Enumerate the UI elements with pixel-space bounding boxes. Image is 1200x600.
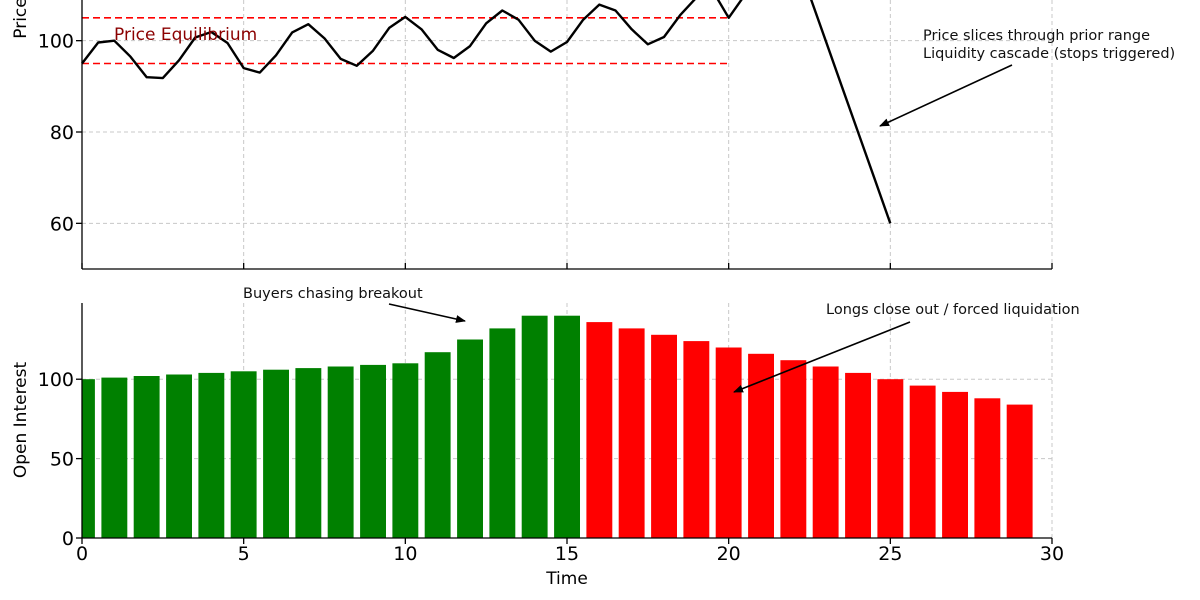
price-y-ticks: 60 80 100 — [38, 31, 82, 235]
open-interest-bar — [327, 366, 354, 538]
open-interest-panel: 0 50 100 0 5 10 15 20 25 30 Open Interest Time B… — [11, 286, 1080, 589]
open-interest-bar — [651, 334, 677, 538]
price-annotation-line2: Liquidity cascade (stops triggered) — [923, 46, 1175, 62]
price-y-tick-label: 100 — [38, 31, 74, 53]
price-equilibrium-label: Price Equilibrium — [114, 25, 257, 45]
open-interest-bar — [974, 398, 1001, 538]
open-interest-bar — [1006, 404, 1033, 538]
price-series-line — [81, 0, 892, 224]
open-interest-bar — [683, 341, 710, 538]
time-x-ticks: 0 5 10 15 20 25 30 — [76, 538, 1064, 565]
price-axes — [81, 0, 1053, 270]
open-interest-bar — [360, 364, 386, 538]
open-interest-y-ticks: 0 50 100 — [38, 369, 82, 550]
open-interest-bar — [263, 369, 289, 538]
open-interest-y-tick-label: 100 — [38, 369, 74, 391]
open-interest-bar — [586, 322, 613, 538]
price-annotation-line1: Price slices through prior range — [923, 28, 1150, 44]
open-interest-bar — [845, 372, 871, 538]
time-x-axis-label: Time — [545, 569, 588, 589]
open-interest-bar — [715, 347, 742, 538]
buyers-annotation-arrow — [388, 303, 466, 323]
open-interest-bars — [82, 315, 1033, 538]
open-interest-bar — [82, 379, 95, 538]
open-interest-bar — [489, 328, 516, 538]
open-interest-bar — [457, 339, 483, 538]
price-y-tick-label: 80 — [50, 122, 74, 144]
open-interest-bar — [295, 368, 322, 538]
time-x-tick-label: 10 — [393, 543, 417, 565]
price-annotation-arrow — [879, 64, 1013, 127]
open-interest-bar — [780, 360, 807, 538]
open-interest-y-tick-label: 0 — [62, 528, 74, 550]
price-y-tick-label: 60 — [50, 213, 74, 235]
open-interest-y-axis-label: Open Interest — [11, 362, 31, 479]
open-interest-y-tick-label: 50 — [50, 449, 74, 471]
open-interest-bar — [877, 379, 904, 538]
time-x-tick-label: 20 — [717, 543, 741, 565]
open-interest-bar — [554, 315, 580, 538]
time-x-tick-label: 30 — [1040, 543, 1064, 565]
longs-annotation-arrow — [733, 321, 911, 393]
open-interest-bar — [424, 352, 451, 538]
open-interest-bar — [166, 374, 192, 538]
open-interest-bar — [198, 372, 225, 538]
open-interest-bar — [618, 328, 645, 538]
buyers-annotation-label: Buyers chasing breakout — [243, 286, 423, 302]
open-interest-bar — [521, 315, 548, 538]
open-interest-bar — [942, 391, 968, 538]
price-y-axis-label: Price — [11, 0, 31, 39]
time-x-tick-label: 25 — [878, 543, 902, 565]
time-x-tick-label: 0 — [76, 543, 88, 565]
time-x-tick-label: 15 — [555, 543, 579, 565]
price-panel: 60 80 100 Price Price Equilibrium Price sl… — [11, 0, 1175, 270]
open-interest-bar — [101, 377, 128, 538]
open-interest-bar — [230, 371, 257, 538]
open-interest-bar — [392, 363, 419, 538]
open-interest-bar — [812, 366, 839, 538]
open-interest-bar — [909, 385, 936, 538]
open-interest-bar — [133, 376, 160, 538]
time-x-tick-label: 5 — [238, 543, 250, 565]
longs-annotation-label: Longs close out / forced liquidation — [826, 302, 1080, 318]
